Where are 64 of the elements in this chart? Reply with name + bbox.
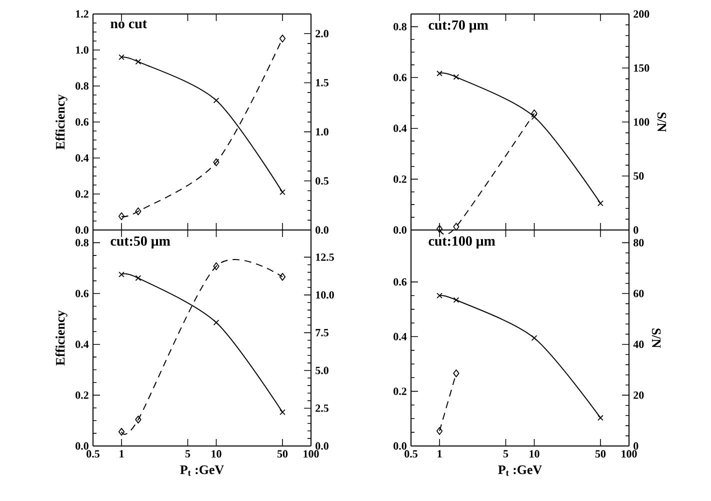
y-tick-label: 0.6 [394, 74, 407, 82]
y-tick-label: 0.0 [76, 226, 88, 234]
x-tick-label: 5 [503, 450, 508, 458]
y-tick-label: 0.2 [394, 175, 406, 183]
annotation: cut:100 μm [428, 236, 496, 249]
y2-tick-label: 50 [634, 172, 644, 180]
y-tick-label: 0.4 [76, 154, 89, 162]
x-tick-label: 0.5 [86, 450, 100, 458]
y2-tick-label: 200 [634, 10, 650, 18]
x-tick-label: 100 [622, 450, 637, 458]
y2-tick-label: 60 [634, 290, 644, 298]
y-tick-label: 0.8 [76, 82, 88, 90]
y2-tick-label: 1.5 [316, 79, 328, 86]
y2-tick-label: 2.5 [316, 404, 328, 412]
y2-tick-label: 80 [634, 239, 644, 246]
y2-tick-label: 0.0 [316, 226, 328, 234]
y2-axis-title: S/N [652, 328, 661, 348]
y2-tick-label: 0.0 [316, 442, 328, 450]
x-tick-label: 1 [120, 450, 124, 458]
x-axis-title: P$_{t}$ :GeV [498, 465, 542, 476]
y-tick-label: 0.0 [394, 226, 406, 234]
y2-tick-label: 20 [634, 391, 644, 399]
y-axis-title: Efficiency [55, 310, 68, 366]
annotation: cut:50 μm [110, 236, 170, 249]
y2-tick-label: 12.5 [316, 253, 334, 261]
annotation: cut:70 μm [428, 20, 488, 33]
x-tick-label: 1 [438, 450, 442, 458]
y2-tick-label: 0 [634, 226, 638, 234]
annotation: no cut [110, 20, 147, 28]
y2-tick-label: 100 [634, 118, 650, 126]
y2-tick-label: 0 [634, 442, 638, 450]
y-tick-label: 0.6 [76, 290, 89, 298]
x-axis-title: P$_{t}$ :GeV [180, 465, 224, 476]
y-tick-label: 0.8 [76, 238, 88, 246]
y-tick-label: 1.2 [76, 10, 88, 18]
x-tick-label: 100 [304, 450, 319, 458]
y-tick-label: 0.0 [394, 442, 406, 450]
y2-tick-label: 40 [633, 340, 644, 348]
y-tick-label: 0.2 [394, 388, 406, 396]
y-tick-label: 0.8 [394, 22, 406, 30]
x-tick-label: 50 [595, 450, 606, 458]
y2-tick-label: 2.0 [316, 30, 328, 38]
x-tick-label: 0.5 [404, 450, 418, 458]
y-tick-label: 0.2 [76, 190, 88, 198]
y2-tick-label: 0.5 [316, 177, 328, 185]
y-tick-label: 0.6 [76, 118, 89, 126]
y2-tick-label: 150 [634, 64, 650, 72]
x-tick-label: 5 [185, 450, 190, 458]
y-tick-label: 0.6 [394, 278, 407, 286]
y-tick-label: 1.0 [76, 46, 88, 54]
y-tick-label: 0.4 [394, 332, 407, 340]
y2-axis-title: S/N [657, 112, 666, 132]
y-tick-label: 0.4 [76, 340, 89, 348]
y-tick-label: 0.2 [76, 391, 88, 399]
y2-tick-label: 7.5 [316, 329, 328, 336]
y-tick-label: 0.0 [76, 442, 88, 450]
y2-tick-label: 1.0 [316, 128, 328, 136]
y2-tick-label: 10.0 [316, 291, 334, 299]
y-axis-title: Efficiency [55, 94, 68, 150]
x-tick-label: 10 [530, 450, 540, 458]
y-tick-label: 0.4 [394, 124, 407, 132]
y2-tick-label: 5.0 [316, 366, 328, 374]
x-tick-label: 50 [277, 450, 288, 458]
x-tick-label: 10 [212, 450, 222, 458]
